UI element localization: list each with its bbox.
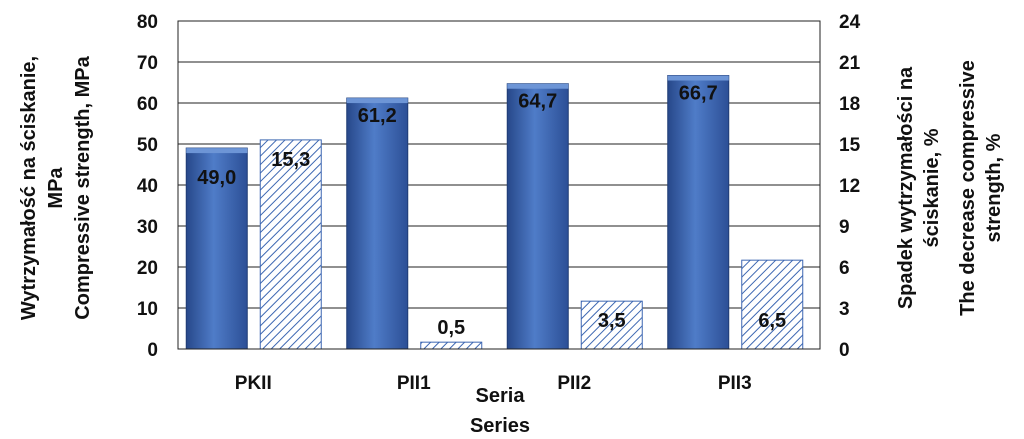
y2-tick-label: 6 xyxy=(839,258,850,279)
category-label: PII3 xyxy=(718,373,752,394)
bar-top-highlight xyxy=(346,98,408,104)
y2-axis-title-line-1: Spadek wytrzymałości na xyxy=(895,66,917,309)
data-label-compressive-strength: 64,7 xyxy=(518,91,557,113)
y-tick-label: 0 xyxy=(147,340,158,361)
bar-compressive-strength xyxy=(667,75,730,350)
y2-axis-title-line-2: ściskanie, % xyxy=(921,128,943,247)
bar-strength-decrease xyxy=(259,139,322,350)
category-label: PKII xyxy=(235,373,272,394)
y2-tick-label: 3 xyxy=(839,299,850,320)
y2-tick-label: 9 xyxy=(839,217,850,238)
data-label-strength-decrease: 6,5 xyxy=(758,310,786,332)
y2-axis-title-line-4: strength, % xyxy=(983,133,1005,242)
category-label: PII1 xyxy=(397,373,431,394)
bar-compressive-strength xyxy=(185,147,248,350)
y-axis-title-line-2: MPa xyxy=(45,167,67,209)
x-axis-title-line-2: Series xyxy=(470,415,530,437)
y-tick-label: 60 xyxy=(137,94,158,115)
x-axis-title-line-1: Seria xyxy=(476,385,526,407)
y2-tick-label: 21 xyxy=(839,53,861,74)
bar-compressive-strength xyxy=(506,83,569,350)
bar-top-highlight xyxy=(507,83,569,89)
y-axis-title-line-3: Compressive strength, MPa xyxy=(72,55,94,319)
data-label-strength-decrease: 3,5 xyxy=(598,310,626,332)
left-ticks: 0 10 20 30 40 50 60 70 80 xyxy=(137,12,158,361)
data-label-compressive-strength: 66,7 xyxy=(679,83,718,105)
category-labels: PKII PII1 PII2 PII3 xyxy=(235,373,752,394)
y-tick-label: 70 xyxy=(137,53,158,74)
bar-strength-decrease xyxy=(420,341,483,350)
bar-top-highlight xyxy=(186,148,248,154)
right-ticks: 0 3 6 9 12 15 18 21 24 xyxy=(839,12,861,361)
y-axis-title-line-1: Wytrzymałość na ściskanie, xyxy=(18,56,40,320)
y2-tick-label: 24 xyxy=(839,12,861,33)
bars xyxy=(185,75,804,350)
y-tick-label: 30 xyxy=(137,217,158,238)
category-label: PII2 xyxy=(557,373,591,394)
y2-tick-label: 12 xyxy=(839,176,860,197)
y2-tick-label: 18 xyxy=(839,94,860,115)
y2-axis-title-line-3: The decrease compressive xyxy=(957,60,979,316)
bar-top-highlight xyxy=(667,75,729,81)
y2-tick-label: 0 xyxy=(839,340,850,361)
bar-strength-decrease xyxy=(580,300,643,350)
data-labels: 49,0 15,3 61,2 0,5 64,7 3,5 66,7 6,5 xyxy=(197,83,786,340)
y-tick-label: 10 xyxy=(137,299,158,320)
data-label-strength-decrease: 15,3 xyxy=(271,149,310,171)
bar-strength-decrease xyxy=(741,259,804,350)
y-tick-label: 80 xyxy=(137,12,158,33)
plot-area-frame xyxy=(177,20,821,350)
y-tick-label: 40 xyxy=(137,176,158,197)
y2-tick-label: 15 xyxy=(839,135,861,156)
bar-compressive-strength xyxy=(346,97,409,350)
data-label-compressive-strength: 61,2 xyxy=(358,105,397,127)
y-tick-label: 50 xyxy=(137,135,158,156)
data-label-compressive-strength: 49,0 xyxy=(197,167,236,189)
data-label-strength-decrease: 0,5 xyxy=(437,317,465,339)
y-tick-label: 20 xyxy=(137,258,158,279)
